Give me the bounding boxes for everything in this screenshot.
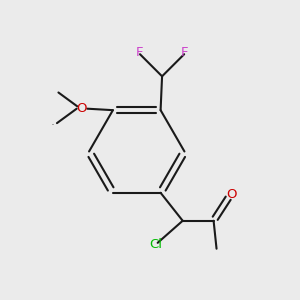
Text: O: O bbox=[77, 102, 87, 115]
Text: F: F bbox=[136, 46, 144, 59]
Text: Cl: Cl bbox=[149, 238, 162, 251]
Text: F: F bbox=[180, 46, 188, 59]
Text: OCH₃: OCH₃ bbox=[52, 124, 56, 125]
Text: O: O bbox=[226, 188, 236, 201]
